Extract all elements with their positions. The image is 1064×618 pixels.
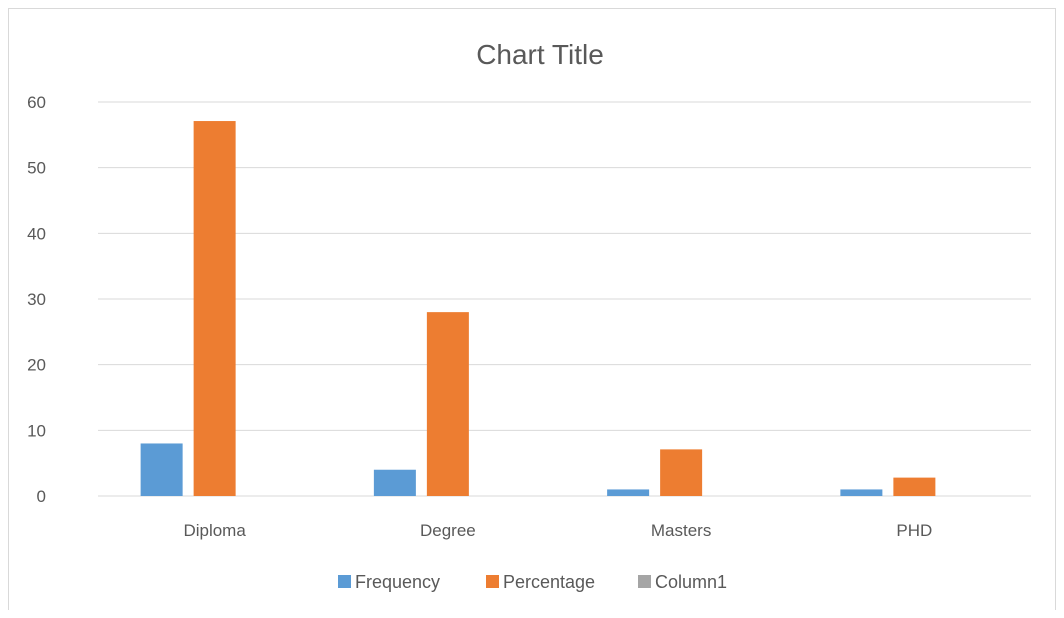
legend-swatch [638, 575, 651, 588]
bar-frequency-phd [840, 489, 883, 496]
chart-title: Chart Title [476, 39, 604, 70]
y-tick-label: 20 [27, 356, 46, 375]
y-tick-label: 50 [27, 159, 46, 178]
bar-percentage-diploma [193, 121, 236, 496]
legend-label: Percentage [503, 572, 595, 592]
x-category-label: Masters [651, 521, 711, 540]
y-tick-label: 30 [27, 290, 46, 309]
bar-frequency-diploma [140, 443, 183, 496]
y-tick-label: 40 [27, 224, 46, 243]
x-axis-categories: Diploma Degree Masters PHD [183, 521, 932, 540]
bar-frequency-masters [607, 489, 650, 496]
bars [140, 121, 936, 496]
legend: Frequency Percentage Column1 [338, 572, 727, 592]
legend-swatch [338, 575, 351, 588]
y-tick-label: 10 [27, 421, 46, 440]
x-category-label: PHD [896, 521, 932, 540]
bar-percentage-degree [426, 312, 469, 496]
legend-label: Column1 [655, 572, 727, 592]
legend-swatch [486, 575, 499, 588]
gridlines [98, 101, 1031, 497]
chart-frame [8, 8, 1056, 610]
y-axis-ticks: 0 10 20 30 40 50 60 [27, 93, 46, 506]
bar-frequency-degree [373, 469, 416, 496]
y-tick-label: 0 [37, 487, 46, 506]
legend-label: Frequency [355, 572, 440, 592]
y-tick-label: 60 [27, 93, 46, 112]
x-category-label: Degree [420, 521, 476, 540]
bar-percentage-masters [660, 449, 703, 496]
x-category-label: Diploma [183, 521, 246, 540]
bar-percentage-phd [893, 477, 936, 496]
